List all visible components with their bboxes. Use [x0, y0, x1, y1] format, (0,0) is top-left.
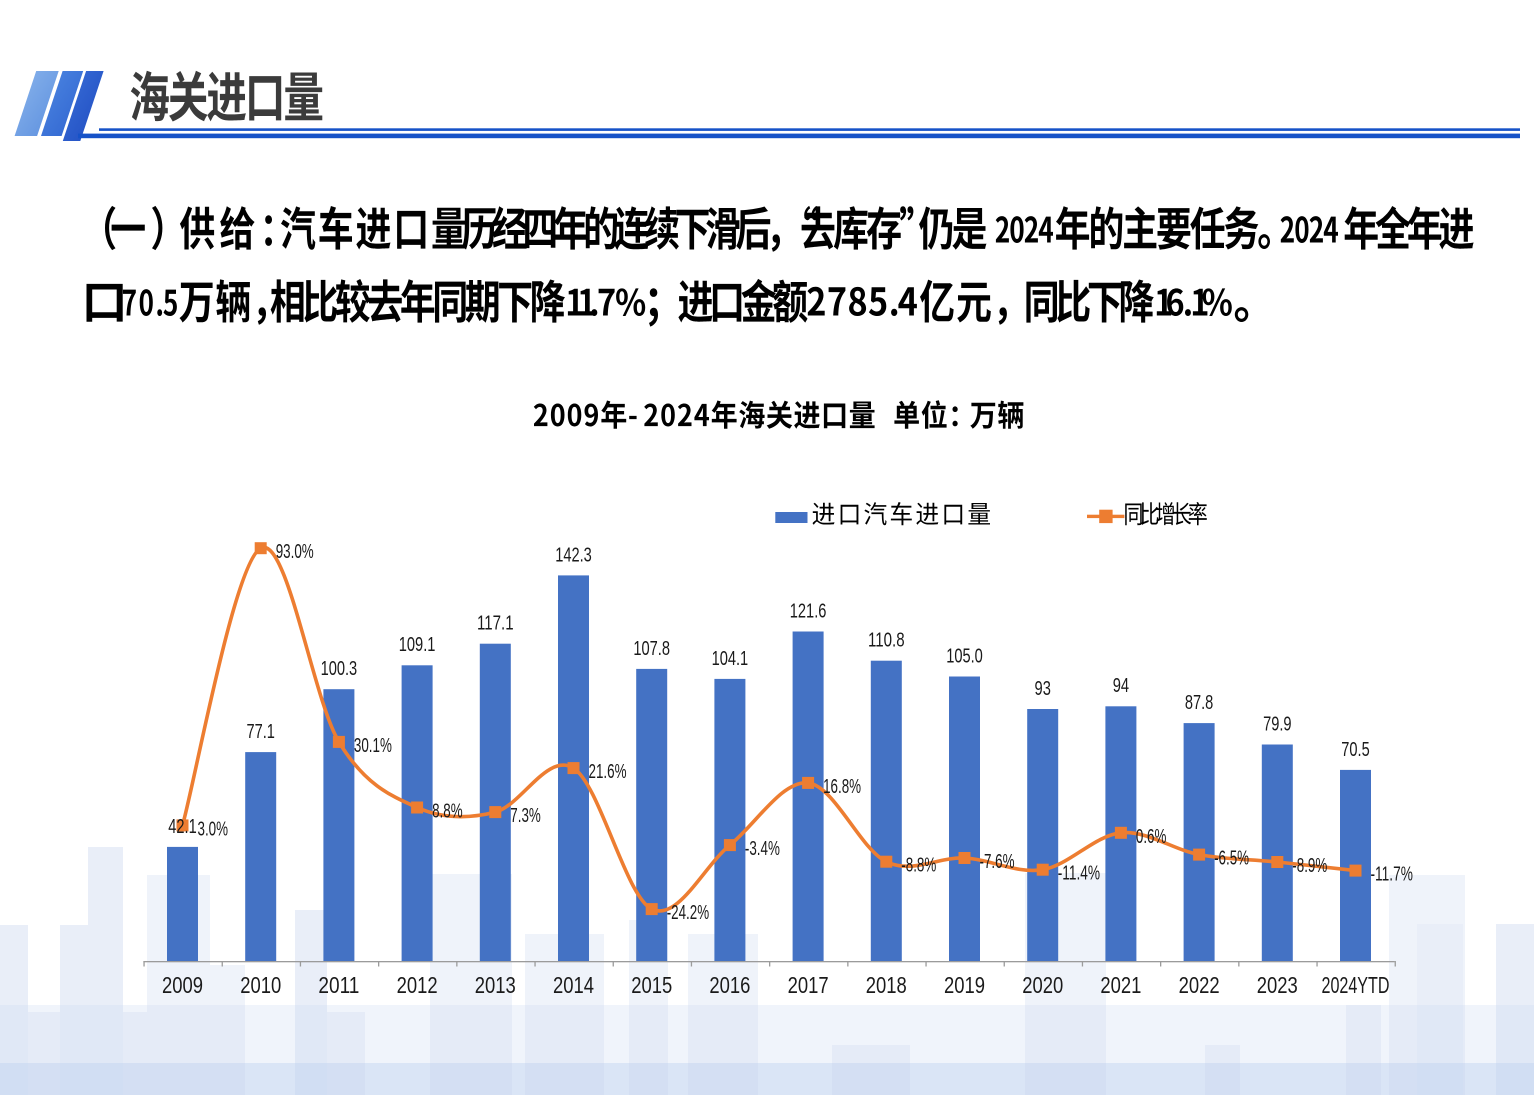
- svg-text:2024YTD: 2024YTD: [1322, 972, 1390, 998]
- svg-text:2011: 2011: [318, 972, 359, 998]
- svg-text:70.5: 70.5: [1341, 739, 1369, 761]
- svg-text:-7.6%: -7.6%: [980, 851, 1015, 873]
- svg-text:110.8: 110.8: [868, 630, 905, 652]
- svg-text:2015: 2015: [631, 972, 672, 998]
- svg-text:2013: 2013: [475, 972, 516, 998]
- svg-text:21.6%: 21.6%: [589, 761, 627, 783]
- svg-text:107.8: 107.8: [633, 638, 670, 660]
- svg-text:7.3%: 7.3%: [510, 805, 541, 827]
- svg-text:93.0%: 93.0%: [276, 541, 314, 563]
- svg-text:2014: 2014: [553, 972, 594, 998]
- svg-text:100.3: 100.3: [321, 658, 358, 680]
- svg-text:8.8%: 8.8%: [432, 801, 463, 823]
- svg-text:104.1: 104.1: [712, 648, 749, 670]
- svg-text:-11.7%: -11.7%: [1371, 864, 1413, 886]
- svg-text:2016: 2016: [709, 972, 750, 998]
- svg-text:2017: 2017: [788, 972, 829, 998]
- svg-text:2019: 2019: [944, 972, 985, 998]
- svg-text:-24.2%: -24.2%: [667, 902, 709, 924]
- svg-text:94: 94: [1113, 675, 1129, 697]
- svg-text:-8.9%: -8.9%: [1292, 855, 1327, 877]
- svg-text:77.1: 77.1: [247, 721, 275, 743]
- svg-text:2018: 2018: [866, 972, 907, 998]
- svg-text:2010: 2010: [240, 972, 281, 998]
- svg-text:0.6%: 0.6%: [1136, 826, 1167, 848]
- svg-text:121.6: 121.6: [790, 600, 827, 622]
- svg-text:93: 93: [1035, 678, 1051, 700]
- svg-text:2022: 2022: [1179, 972, 1220, 998]
- svg-text:-6.5%: -6.5%: [1214, 848, 1249, 870]
- svg-text:117.1: 117.1: [477, 613, 514, 635]
- svg-text:2023: 2023: [1257, 972, 1298, 998]
- svg-text:42.1: 42.1: [168, 816, 196, 838]
- svg-text:2020: 2020: [1022, 972, 1063, 998]
- svg-text:105.0: 105.0: [946, 645, 983, 667]
- svg-text:30.1%: 30.1%: [354, 735, 392, 757]
- svg-text:142.3: 142.3: [555, 544, 592, 566]
- svg-text:16.8%: 16.8%: [823, 776, 861, 798]
- svg-text:2009: 2009: [162, 972, 203, 998]
- svg-text:-3.4%: -3.4%: [745, 838, 780, 860]
- svg-text:109.1: 109.1: [399, 634, 436, 656]
- svg-text:3.0%: 3.0%: [198, 818, 229, 840]
- svg-text:-11.4%: -11.4%: [1058, 863, 1100, 885]
- svg-text:2012: 2012: [397, 972, 438, 998]
- svg-text:2021: 2021: [1100, 972, 1141, 998]
- svg-text:-8.8%: -8.8%: [901, 855, 936, 877]
- svg-text:87.8: 87.8: [1185, 692, 1213, 714]
- svg-text:79.9: 79.9: [1263, 713, 1291, 735]
